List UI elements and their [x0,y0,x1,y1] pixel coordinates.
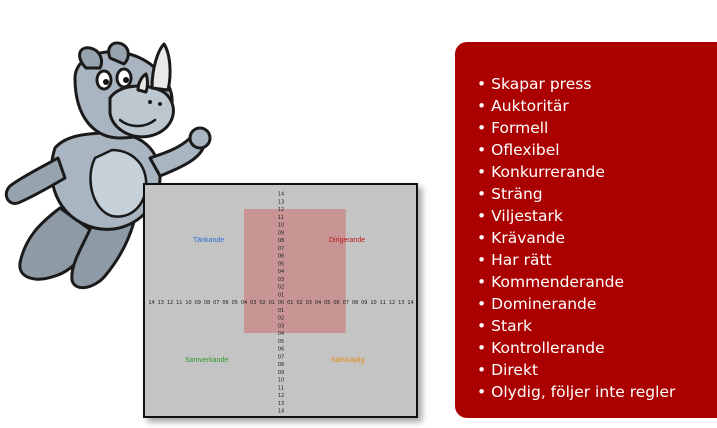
quadrant-label-top-right: Dirigerande [329,237,366,244]
y-axis-tick: 03 [278,323,284,329]
x-axis-tick: 09 [361,300,367,306]
trait-item: Auktoritär [477,95,675,117]
x-axis-tick: 06 [333,300,339,306]
trait-item: Oflexibel [477,139,675,161]
quadrant-label-bottom-left: Samverkande [185,357,229,364]
quadrant-chart: 14 13 12 11 10 09 08 07 06 05 04 03 02 01 00 01 02 03 04 05… [148,192,413,415]
x-axis-tick: 13 [158,300,164,306]
x-axis-tick: 10 [370,300,376,306]
y-axis-tick: 14 [278,409,284,415]
y-axis-tick: 09 [278,230,284,236]
x-axis-tick: 02 [259,300,265,306]
y-axis-tick: 01 [278,292,284,298]
x-axis-tick: 01 [287,300,293,306]
y-axis-tick: 12 [278,393,284,399]
y-axis-tick: 06 [278,254,284,260]
trait-item: Konkurrerande [477,161,675,183]
x-axis-tick: 04 [315,300,321,306]
quadrant-diagram: 14 13 12 11 10 09 08 07 06 05 04 03 02 01 00 01 02 03 04 05… [143,183,418,418]
x-axis-tick: 13 [398,300,404,306]
y-axis-tick: 06 [278,347,284,353]
y-axis-tick: 11 [278,215,284,221]
quadrant-label-bottom-right: Sällskaplig [331,357,365,364]
y-axis-tick: 09 [278,370,284,376]
y-axis-tick: 11 [278,385,284,391]
x-axis-tick: 12 [389,300,395,306]
y-axis-tick: 07 [278,354,284,360]
y-axis-tick: 14 [278,192,284,198]
trait-item: Krävande [477,227,675,249]
trait-item: Kommenderande [477,271,675,293]
x-axis-tick: 06 [222,300,228,306]
trait-item: Stark [477,315,675,337]
x-axis-tick: 05 [324,300,330,306]
x-axis-tick: 11 [380,300,386,306]
x-axis-tick: 03 [306,300,312,306]
trait-item: Har rätt [477,249,675,271]
trait-item: Formell [477,117,675,139]
y-axis-tick: 04 [278,269,284,275]
rhino-illustration [0,38,222,298]
x-axis-tick: 03 [250,300,256,306]
x-axis-tick: 08 [352,300,358,306]
highlight-area [244,209,346,333]
trait-item: Kontrollerande [477,337,675,359]
y-axis-tick: 05 [278,261,284,267]
x-axis-tick: 00 [278,300,284,306]
trait-item: Dominerande [477,293,675,315]
y-axis-tick: 04 [278,331,284,337]
y-axis-tick: 02 [278,285,284,291]
x-axis-tick: 14 [407,300,413,306]
x-axis-tick: 04 [241,300,247,306]
x-axis-tick: 07 [213,300,219,306]
y-axis-tick: 13 [278,199,284,205]
trait-item: Viljestark [477,205,675,227]
y-axis-tick: 08 [278,362,284,368]
y-axis-tick: 02 [278,316,284,322]
y-axis-tick: 12 [278,207,284,213]
y-axis-tick: 10 [278,378,284,384]
x-axis-tick: 12 [167,300,173,306]
y-axis-tick: 01 [278,308,284,314]
y-axis-tick: 05 [278,339,284,345]
x-axis-tick: 11 [176,300,182,306]
traits-list: Skapar pressAuktoritärFormellOflexibelKo… [477,73,675,403]
traits-panel: Skapar pressAuktoritärFormellOflexibelKo… [455,42,717,418]
x-axis-tick: 07 [343,300,349,306]
y-axis-tick: 03 [278,277,284,283]
y-axis-tick: 08 [278,238,284,244]
trait-item: Skapar press [477,73,675,95]
y-axis-tick: 07 [278,246,284,252]
trait-item: Direkt [477,359,675,381]
y-axis-tick: 13 [278,401,284,407]
x-axis-tick: 14 [148,300,154,306]
x-axis-tick: 02 [296,300,302,306]
x-axis-tick: 05 [232,300,238,306]
x-axis-tick: 10 [185,300,191,306]
quadrant-label-top-left: Tänkande [193,237,225,244]
x-axis-tick: 08 [204,300,210,306]
trait-item: Olydig, följer inte regler [477,381,675,403]
trait-item: Sträng [477,183,675,205]
y-axis-tick: 10 [278,223,284,229]
x-axis-tick: 01 [269,300,275,306]
x-axis-tick: 09 [195,300,201,306]
